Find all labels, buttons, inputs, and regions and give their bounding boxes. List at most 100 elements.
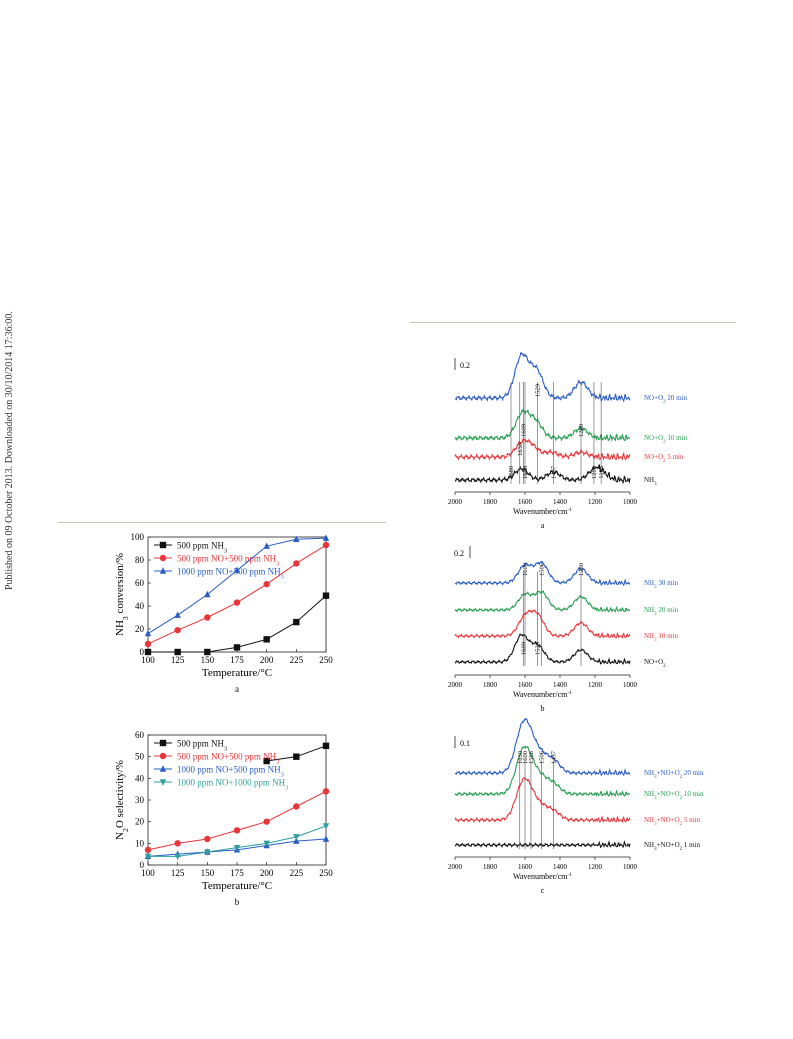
x-tick-label: 125 [171, 655, 185, 665]
x-tick-label: 225 [290, 868, 304, 878]
data-point [293, 803, 300, 810]
x-tick-label: 1600 [518, 863, 533, 871]
data-point [233, 599, 241, 606]
x-tick-label: 1000 [623, 681, 638, 689]
trace-label: NO+O2 5 min [644, 453, 684, 464]
data-point [263, 818, 270, 825]
data-point [322, 788, 330, 795]
spectrum-trace-0: NH3+NO+O2 20 min [454, 717, 704, 780]
data-point [174, 611, 181, 618]
peak-label: 1165 [598, 466, 605, 479]
peak-label: 1630 [517, 751, 524, 764]
spectrum-line [454, 609, 631, 639]
data-point [322, 534, 330, 541]
x-tick-label: 250 [319, 655, 333, 665]
spectrum-line [454, 745, 631, 797]
x-axis-label: Temperature/°C [202, 667, 272, 679]
y-tick-label: 80 [135, 555, 145, 565]
data-point [144, 629, 152, 637]
data-point [263, 757, 270, 765]
x-axis-label: Wavenumber/cm-1 [513, 507, 572, 516]
trace-label: NH3 20 min [644, 606, 678, 617]
data-point [204, 614, 211, 621]
peak-label: 1437 [551, 465, 558, 479]
data-point [144, 640, 152, 648]
data-point [263, 580, 270, 588]
trace-label: NO+O2 [644, 658, 666, 669]
y-tick-label: 0 [140, 647, 145, 657]
legend-marker [159, 779, 167, 786]
series-2: 1000 ppm NO+500 ppm NH3 [144, 534, 330, 637]
peak-label: 1600 [522, 466, 529, 479]
n2o-selectivity-chart: 100 125 150 175 200 225 250 0 10 20 30 40 50 60 Temper… [114, 730, 333, 907]
x-tick-label: 150 [201, 868, 215, 878]
data-point [293, 753, 300, 760]
legend-marker [159, 567, 167, 574]
data-point [263, 840, 270, 848]
peak-label: 1600 [522, 563, 529, 576]
x-tick-label: 1200 [588, 863, 603, 871]
trace-label: NH3 30 min [644, 579, 678, 590]
panel-label: b [235, 897, 240, 907]
legend-marker [159, 739, 167, 747]
trace-label: NH3+NO+O2 20 min [644, 769, 704, 780]
legend-entry: 500 ppm NO+500 ppm NH3 [177, 752, 279, 766]
legend-marker [159, 752, 167, 760]
data-point [233, 566, 241, 574]
x-tick-label: 1000 [623, 863, 638, 871]
spectrum-line [454, 776, 631, 824]
series-0: 500 ppm NH3 [154, 739, 330, 765]
divider-right [410, 322, 736, 323]
legend-entry: 1000 ppm NO+500 ppm NH3 [177, 765, 284, 779]
x-tick-label: 2000 [448, 681, 463, 689]
x-tick-label: 250 [319, 868, 333, 878]
peak-label: 1506 [538, 562, 545, 576]
legend-marker [159, 541, 167, 549]
spectrum-line [454, 589, 631, 613]
y-axis-label: N2O selectivity/% [114, 760, 130, 840]
spectrum-line [454, 351, 631, 403]
data-point [293, 834, 300, 841]
ir-spectra-chart-b: 2000 1800 1600 1400 1200 1000 Wavenumber/cm-1 b… [448, 546, 678, 713]
peak-label: 1280 [578, 424, 585, 437]
spectrum-trace-1: NO+O2 10 min [454, 408, 687, 445]
peak-label: 1529 [534, 642, 541, 655]
spectrum-trace-0: NH3 30 min [454, 560, 678, 590]
series-3: 1000 ppm NO+1000 ppm NH3 [144, 778, 330, 861]
x-tick-label: 150 [201, 655, 215, 665]
x-tick-label: 175 [230, 655, 244, 665]
x-tick-label: 1800 [483, 498, 498, 506]
x-tick-label: 1400 [553, 863, 568, 871]
spectrum-trace-2: NH3 10 min [454, 609, 678, 643]
data-point [293, 618, 300, 626]
y-tick-label: 40 [135, 773, 145, 783]
x-tick-label: 1800 [483, 863, 498, 871]
trace-label: NO+O2 10 min [644, 434, 687, 445]
x-tick-label: 1200 [588, 498, 603, 506]
spectrum-line [454, 717, 631, 777]
x-tick-label: 1600 [518, 681, 533, 689]
y-tick-label: 10 [135, 838, 145, 848]
data-point [204, 835, 211, 843]
spectrum-line [454, 839, 631, 849]
x-tick-label: 1400 [553, 681, 568, 689]
x-tick-label: 1000 [623, 498, 638, 506]
data-point [204, 648, 211, 656]
panel-label: b [541, 704, 545, 713]
y-tick-label: 50 [135, 752, 145, 762]
data-point [322, 742, 330, 750]
x-tick-label: 100 [141, 655, 155, 665]
data-point [263, 636, 270, 643]
ir-spectra-chart-c: 2000 1800 1600 1400 1200 1000 Wavenumber/cm-1 c… [448, 717, 704, 895]
data-point [233, 844, 241, 852]
spectrum-line [454, 633, 631, 666]
peak-label: 1609 [520, 424, 527, 437]
data-point [263, 542, 270, 549]
y-tick-label: 30 [135, 795, 145, 805]
x-axis-label: Wavenumber/cm-1 [513, 872, 572, 881]
peak-label: 1630 [517, 443, 524, 456]
data-point [204, 849, 211, 856]
trace-label: NH3+NO+O2 1 min [644, 841, 700, 852]
peak-label: 1437 [551, 750, 558, 764]
panel-label: a [541, 521, 545, 530]
